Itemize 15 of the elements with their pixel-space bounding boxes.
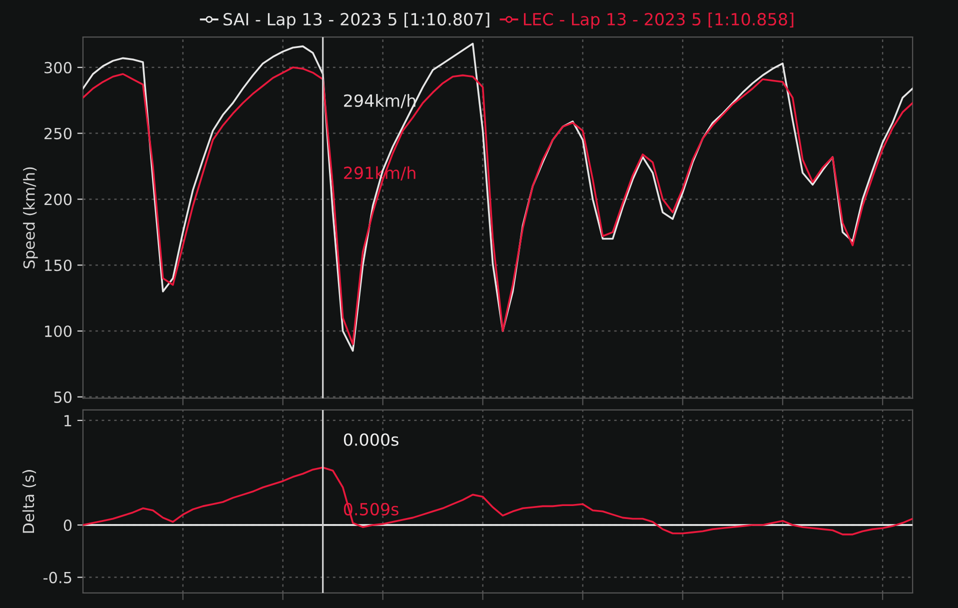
y-tick-label: 150 bbox=[45, 260, 72, 272]
y-axis-title: Speed (km/h) bbox=[23, 167, 38, 268]
y-tick-label: 250 bbox=[44, 128, 72, 140]
y-tick-label: 300 bbox=[44, 62, 72, 74]
y-tick-label: 0 bbox=[64, 519, 72, 532]
y-tick-label: -0.5 bbox=[43, 572, 72, 584]
y-tick-label: 50 bbox=[54, 391, 72, 403]
legend-label: SAI - Lap 13 - 2023 5 [1:10.807] bbox=[224, 12, 490, 29]
y-tick-label: 200 bbox=[44, 194, 72, 206]
y-tick-label: 1 bbox=[64, 415, 72, 426]
legend-label: LEC - Lap 13 - 2023 5 [1:10.858] bbox=[524, 12, 794, 29]
y-tick-label: 100 bbox=[45, 325, 72, 338]
annotation: 0.000s bbox=[344, 433, 398, 446]
y-axis-title: Delta (s) bbox=[22, 470, 36, 533]
annotation: 294km/h bbox=[344, 94, 416, 108]
